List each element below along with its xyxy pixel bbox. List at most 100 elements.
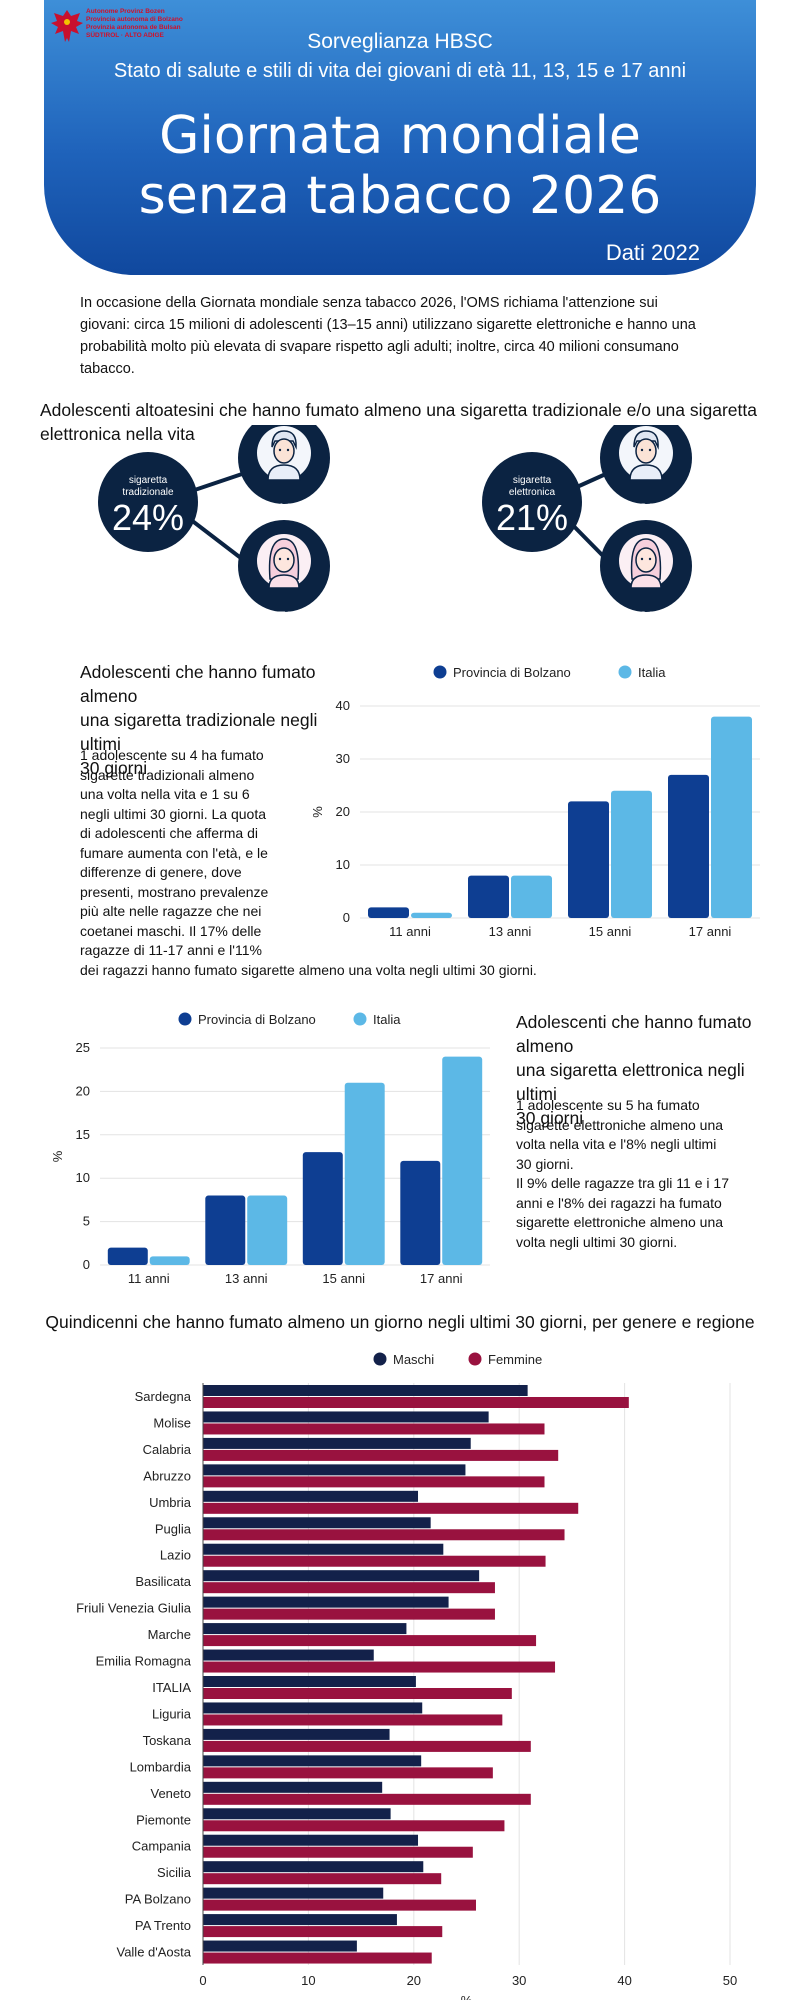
y-tick-label: 15 <box>76 1127 90 1142</box>
y-tick-label: 10 <box>336 857 350 872</box>
bar <box>203 1385 528 1396</box>
bar <box>442 1056 483 1265</box>
y-tick-label: Valle d'Aosta <box>116 1945 191 1960</box>
para-line: sigarette tradizionali almeno <box>80 766 255 783</box>
traditional-group: sigaretta tradizionale 24% 21% 27% <box>98 425 330 625</box>
legend-label: Italia <box>638 665 666 680</box>
bar <box>203 1529 565 1541</box>
electronic-total-circle <box>482 452 582 552</box>
y-tick-label: Veneto <box>151 1786 192 1801</box>
series-name: Sorveglianza HBSC <box>307 30 493 53</box>
y-tick-label: Lazio <box>160 1548 191 1563</box>
electronic-total: 21% <box>496 497 568 538</box>
y-tick-label: Puglia <box>155 1521 192 1536</box>
y-tick-label: Sicilia <box>157 1865 192 1880</box>
para-line: 1 adolescente su 4 ha fumato <box>80 747 264 763</box>
traditional-girls: 27% <box>267 608 301 625</box>
bar <box>203 1808 391 1820</box>
boy-icon <box>256 425 312 481</box>
bar <box>203 1899 476 1911</box>
bar <box>203 1449 559 1461</box>
x-tick-label: 13 anni <box>225 1271 268 1286</box>
girl-icon <box>618 533 674 589</box>
bar <box>203 1464 466 1476</box>
y-tick-label: Liguria <box>152 1706 192 1721</box>
electronic-girls: 20% <box>629 608 663 625</box>
bar <box>203 1834 419 1846</box>
intro-paragraph: In occasione della Giornata mondiale sen… <box>80 295 696 377</box>
y-tick-label: 0 <box>83 1257 90 1272</box>
regional-chart-title: Quindicenni che hanno fumato almeno un g… <box>45 1312 755 1332</box>
bar <box>203 1635 537 1647</box>
y-tick-label: Abruzzo <box>143 1468 191 1483</box>
x-tick-label: 11 anni <box>128 1271 170 1286</box>
header-banner: Autonome Provinz Bozen Provincia autonom… <box>44 0 756 275</box>
legend-label: Italia <box>373 1012 401 1027</box>
bar <box>203 1517 431 1529</box>
title-line: una sigaretta elettronica negli ultimi <box>516 1060 745 1104</box>
bar <box>203 1596 449 1608</box>
legend-marker <box>433 665 447 679</box>
bar <box>203 1649 374 1661</box>
x-tick-label: 30 <box>512 1973 526 1988</box>
bar <box>203 1570 480 1582</box>
header-subtitle: Stato di salute e stili di vita dei giov… <box>113 60 687 82</box>
title-line: 30 giorni <box>80 758 148 778</box>
bar <box>203 1767 493 1779</box>
bar <box>511 875 552 918</box>
bar <box>149 1256 190 1265</box>
traditional-label: tradizionale <box>122 487 174 498</box>
legend-marker <box>373 1352 387 1366</box>
bar <box>411 912 452 918</box>
bar <box>203 1793 531 1805</box>
page-title-line-2: senza tabacco 2026 <box>138 166 662 226</box>
y-tick-label: 0 <box>343 910 350 925</box>
bar <box>203 1702 423 1714</box>
y-tick-label: ITALIA <box>152 1680 191 1695</box>
bar <box>203 1755 422 1767</box>
para-line: negli ultimi 30 giorni. La quota <box>80 805 267 822</box>
legend-label: Provincia di Bolzano <box>198 1012 316 1027</box>
para-line: coetanei maschi. Il 17% delle <box>80 922 262 939</box>
y-tick-label: Lombardia <box>130 1759 192 1774</box>
legend-label: Maschi <box>393 1352 434 1367</box>
traditional-boys: 21% <box>267 500 301 519</box>
bar <box>203 1861 424 1873</box>
legend-label: Provincia di Bolzano <box>453 665 571 680</box>
y-tick-label: Friuli Venezia Giulia <box>76 1601 192 1616</box>
bar <box>203 1502 579 1514</box>
x-tick-label: 20 <box>407 1973 421 1988</box>
para-line: 1 adolescente su 5 ha fumato <box>516 1097 700 1113</box>
x-tick-label: 50 <box>723 1973 737 1988</box>
para-line: sigarette elettroniche almeno una <box>516 1116 724 1133</box>
traditional-label: sigaretta <box>129 475 168 486</box>
bar <box>203 1543 444 1555</box>
bar <box>203 1820 505 1832</box>
title-line: una sigaretta tradizionale negli ultimi <box>80 710 318 754</box>
bar <box>302 1152 343 1265</box>
data-year: Dati 2022 <box>605 240 700 265</box>
bar <box>203 1397 629 1408</box>
x-tick-label: 40 <box>617 1973 631 1988</box>
bar <box>203 1555 546 1567</box>
y-tick-label: Basilicata <box>135 1574 191 1589</box>
y-tick-label: Sardegna <box>135 1389 192 1404</box>
bar <box>203 1952 432 1964</box>
bar <box>568 801 609 918</box>
y-tick-label: Piemonte <box>136 1812 191 1827</box>
bar <box>711 716 752 918</box>
x-tick-label: 13 anni <box>489 924 532 939</box>
para-line: ragazze di 11-17 anni e l'11% <box>80 942 262 958</box>
para-line: più alte nelle ragazze che nei <box>80 903 262 919</box>
para-line: differenze di genere, dove <box>80 864 242 880</box>
bar <box>203 1728 390 1740</box>
legend-marker <box>353 1012 367 1026</box>
section3-paragraph: 1 adolescente su 5 ha fumato sigarette e… <box>516 1096 786 1252</box>
y-tick-label: 20 <box>336 804 350 819</box>
x-tick-label: 10 <box>301 1973 315 1988</box>
section3-title: Adolescenti che hanno fumato almeno una … <box>516 1010 786 1130</box>
y-tick-label: 10 <box>76 1170 90 1185</box>
page-title: Giornata mondiale senza tabacco 2026 <box>44 106 756 226</box>
bar <box>400 1160 441 1265</box>
bar <box>203 1714 503 1726</box>
